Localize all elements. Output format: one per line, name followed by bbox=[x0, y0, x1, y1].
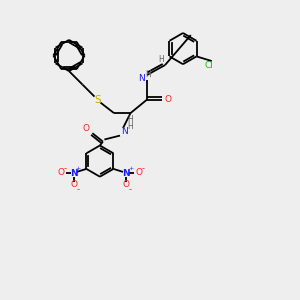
Text: H: H bbox=[158, 56, 164, 64]
Text: N: N bbox=[138, 74, 145, 83]
Text: O: O bbox=[135, 168, 142, 177]
Text: N: N bbox=[122, 169, 130, 178]
Text: O: O bbox=[122, 180, 130, 189]
Text: N: N bbox=[70, 169, 78, 178]
Text: -: - bbox=[142, 164, 145, 173]
Text: -: - bbox=[77, 185, 80, 194]
Text: O: O bbox=[57, 168, 64, 177]
Text: O: O bbox=[70, 180, 77, 189]
Text: S: S bbox=[94, 94, 101, 105]
Text: N: N bbox=[121, 127, 128, 136]
Text: Cl: Cl bbox=[204, 61, 213, 70]
Text: +: + bbox=[128, 167, 133, 171]
Text: O: O bbox=[83, 124, 90, 133]
Text: -: - bbox=[129, 185, 132, 194]
Text: -: - bbox=[64, 164, 67, 173]
Text: +: + bbox=[76, 167, 81, 171]
Text: H: H bbox=[127, 122, 133, 131]
Text: H: H bbox=[146, 70, 152, 80]
Text: H: H bbox=[128, 115, 134, 124]
Text: O: O bbox=[164, 95, 172, 104]
